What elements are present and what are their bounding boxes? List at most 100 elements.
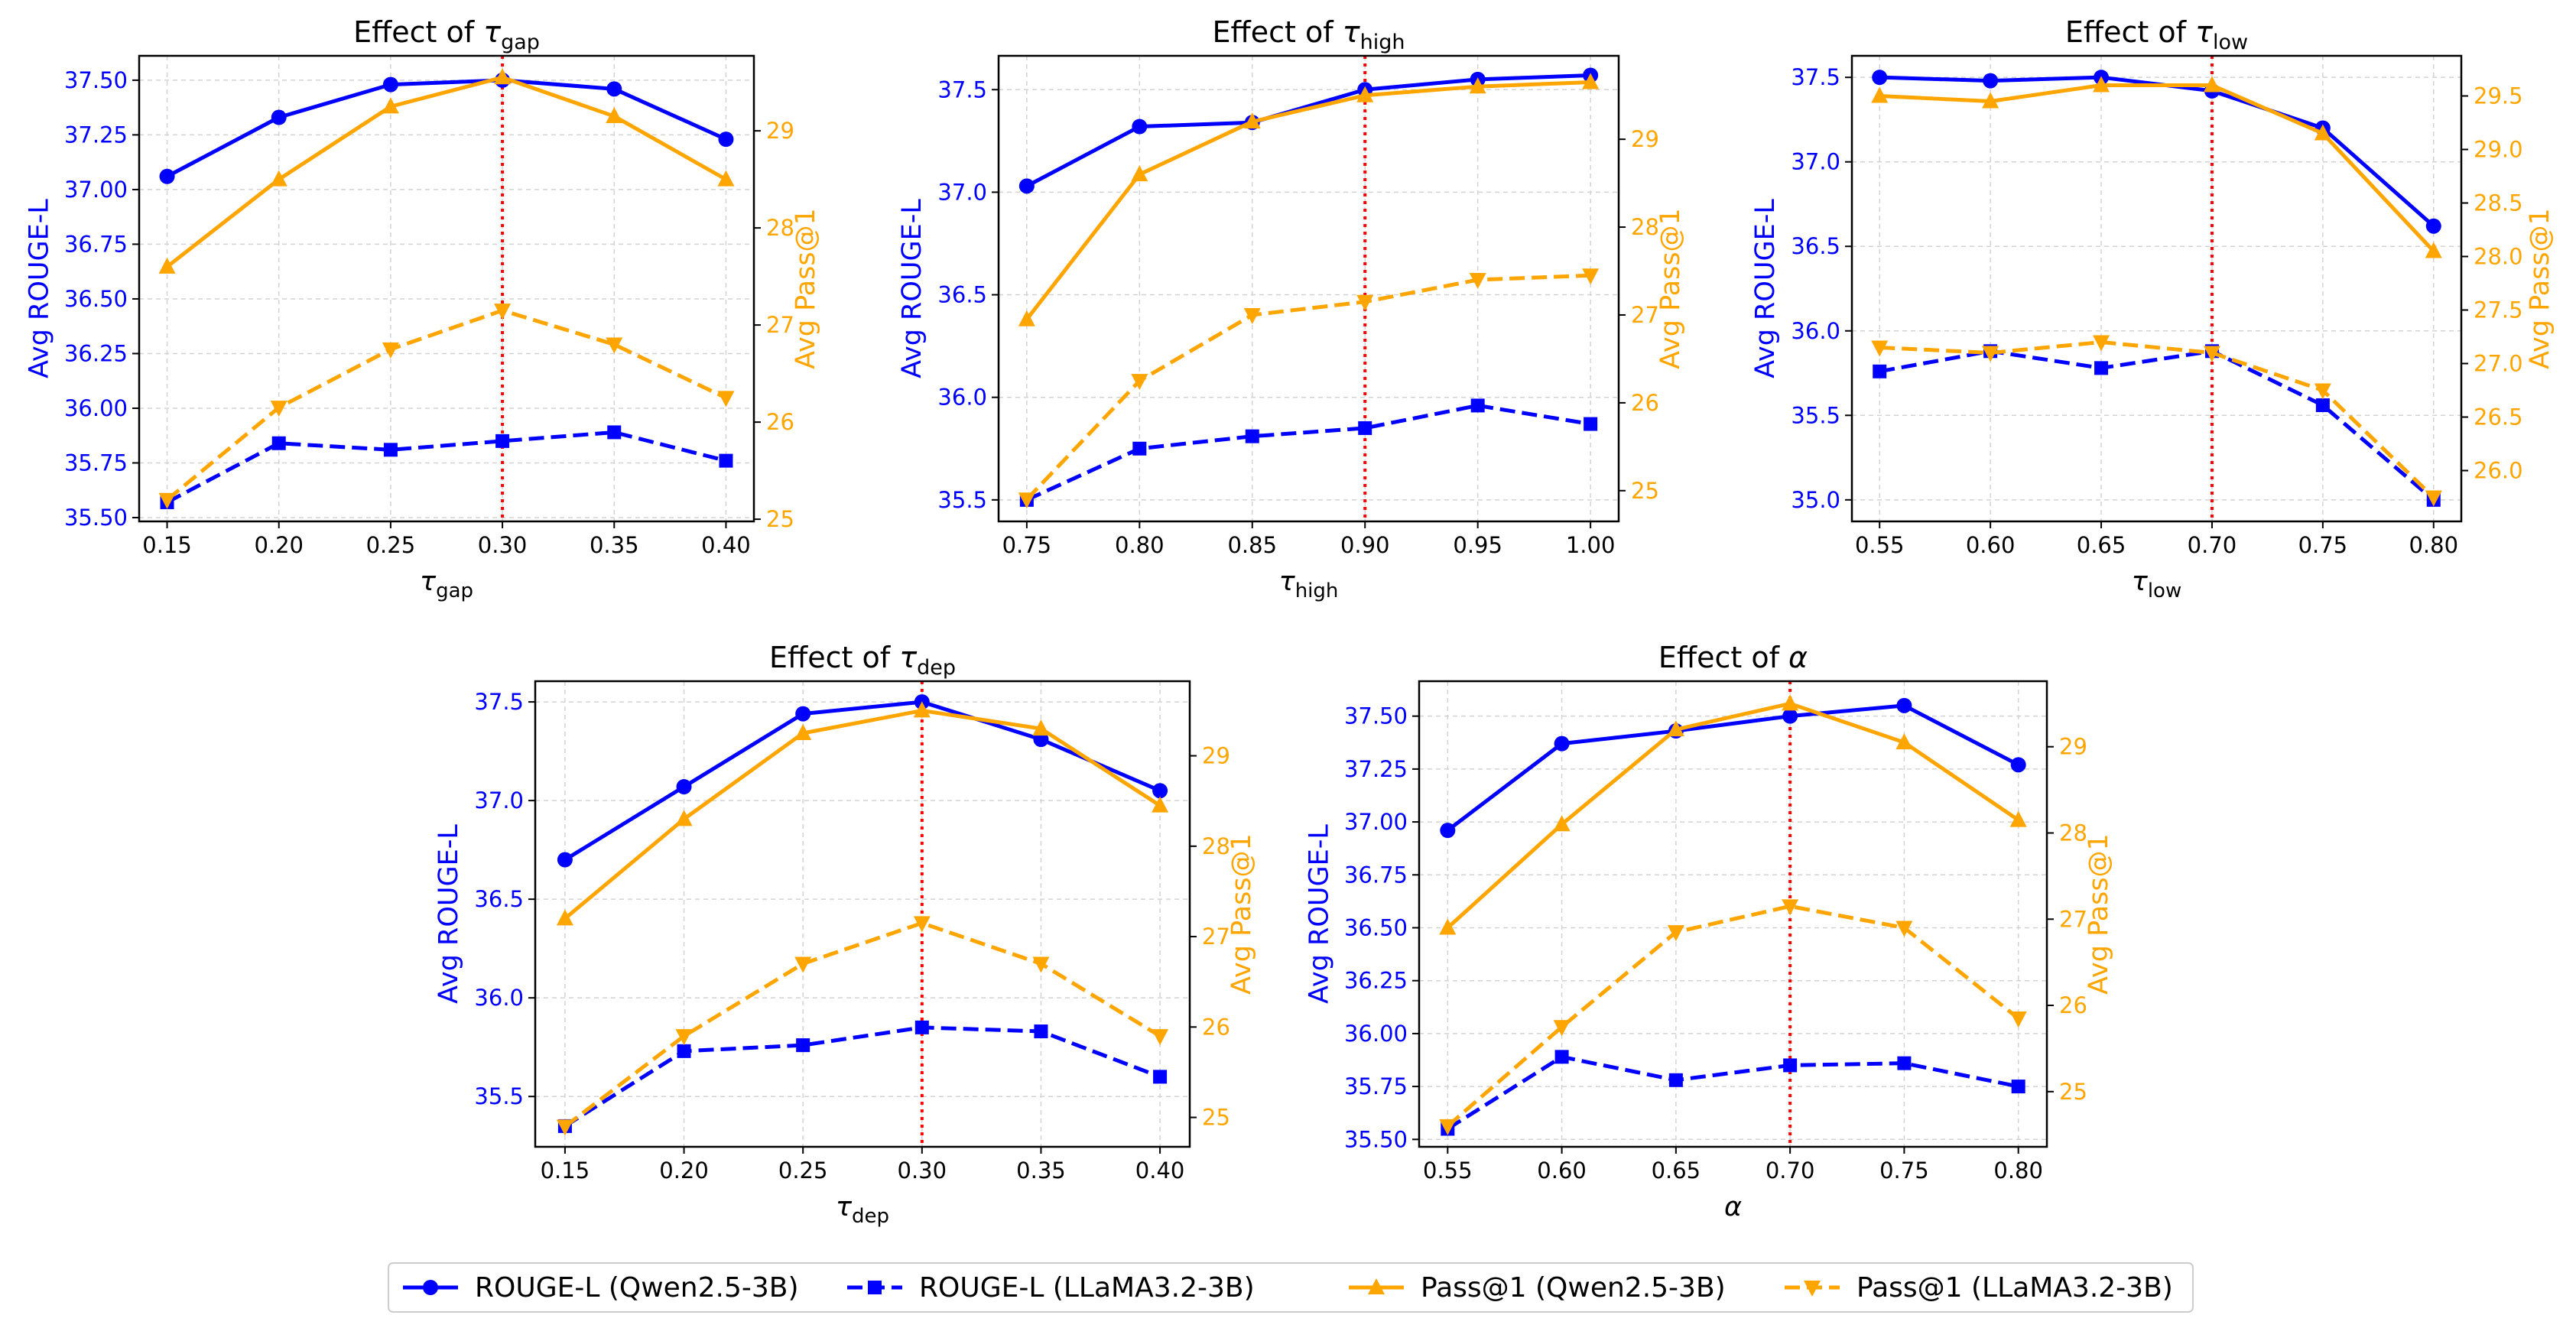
y-left-axis-label: Avg ROUGE-L bbox=[1750, 199, 1781, 378]
y-right-tick-label: 27 bbox=[766, 312, 794, 338]
pass_llama-point bbox=[1782, 899, 1799, 916]
chart-title-symbol: α bbox=[1788, 641, 1808, 674]
y-left-tick-label: 37.25 bbox=[64, 122, 128, 148]
y-right-tick-label: 25 bbox=[1202, 1105, 1230, 1131]
y-left-tick-label: 36.0 bbox=[937, 385, 987, 411]
legend-entry: Pass@1 (Qwen2.5-3B) bbox=[1349, 1272, 1726, 1304]
y-right-tick-label: 25 bbox=[2059, 1079, 2087, 1105]
rouge_qwen-point bbox=[1132, 119, 1148, 135]
pass_llama-point bbox=[158, 492, 176, 509]
y-left-tick-label: 36.5 bbox=[474, 886, 524, 912]
rouge_qwen-point bbox=[718, 132, 734, 148]
pass_qwen-point bbox=[1439, 918, 1457, 935]
pass_qwen-point bbox=[2314, 124, 2331, 141]
x-tick-label: 0.20 bbox=[254, 532, 304, 558]
chart-title-symbol: τ bbox=[483, 15, 502, 49]
x-tick-label: 1.00 bbox=[1566, 532, 1616, 558]
y-left-tick-label: 37.5 bbox=[474, 689, 524, 715]
y-left-tick-label: 36.50 bbox=[1344, 914, 1408, 940]
x-tick-label: 0.70 bbox=[1766, 1158, 1815, 1184]
x-tick-label: 0.30 bbox=[478, 532, 528, 558]
x-axis-label-subscript: low bbox=[2148, 580, 2181, 602]
rouge_llama-point bbox=[1470, 398, 1485, 413]
legend-entry: ROUGE-L (Qwen2.5-3B) bbox=[403, 1272, 799, 1304]
pass_llama-line bbox=[1446, 904, 2020, 1128]
y-left-tick-label: 36.0 bbox=[474, 985, 524, 1011]
rouge_llama-line bbox=[564, 1025, 1161, 1128]
pass_qwen-point bbox=[382, 97, 399, 114]
pass_llama-line bbox=[1025, 273, 1591, 501]
y-left-tick-label: 36.5 bbox=[1791, 233, 1840, 259]
chart-title: Effect of α bbox=[1658, 641, 1808, 674]
rouge_llama-line bbox=[1025, 403, 1591, 502]
rouge_llama-point bbox=[2011, 1080, 2025, 1094]
figure-legend: ROUGE-L (Qwen2.5-3B) ROUGE-L (LLaMA3.2-3B… bbox=[388, 1262, 2194, 1313]
legend-marker bbox=[423, 1280, 438, 1295]
pass_qwen-point bbox=[1553, 815, 1571, 832]
chart-title-prefix: Effect of bbox=[353, 15, 483, 49]
x-axis-label-subscript: high bbox=[1295, 580, 1339, 602]
y-left-tick-label: 35.5 bbox=[474, 1083, 524, 1109]
pass_qwen-point bbox=[2093, 76, 2110, 93]
pass_qwen-point bbox=[1356, 86, 1374, 102]
pass_llama-point bbox=[1131, 374, 1148, 391]
x-axis-label-subscript: dep bbox=[852, 1205, 889, 1228]
y-right-tick-label: 29 bbox=[1202, 743, 1230, 769]
y-right-tick-label: 29 bbox=[766, 118, 794, 144]
rouge_qwen-point bbox=[1033, 732, 1049, 748]
rouge_qwen-point bbox=[795, 706, 811, 722]
chart-title-prefix: Effect of bbox=[2065, 15, 2195, 49]
pass_qwen-point bbox=[1582, 73, 1600, 89]
x-tick-label: 0.95 bbox=[1453, 532, 1502, 558]
pass_qwen-point bbox=[1469, 77, 1486, 94]
y-right-axis-label: Avg Pass@1 bbox=[2525, 208, 2555, 369]
rouge_qwen-line bbox=[564, 700, 1161, 862]
pass_llama-point bbox=[2314, 383, 2331, 400]
y-left-tick-label: 35.50 bbox=[64, 505, 128, 531]
chart-title-symbol: τ bbox=[899, 641, 918, 674]
y-right-tick-label: 29 bbox=[2059, 734, 2087, 760]
pass_qwen-line bbox=[1446, 701, 2020, 930]
pass_llama-point bbox=[913, 916, 931, 933]
y-right-tick-label: 25 bbox=[1631, 478, 1659, 504]
pass_qwen-point bbox=[158, 257, 176, 274]
pass_qwen-point bbox=[1131, 165, 1148, 182]
pass_llama-point bbox=[675, 1029, 693, 1046]
y-right-tick-label: 28 bbox=[1202, 833, 1230, 859]
y-right-tick-label: 26 bbox=[766, 409, 794, 435]
plot-frame bbox=[138, 54, 755, 523]
pass_llama-point bbox=[2093, 335, 2110, 352]
y-left-tick-label: 36.25 bbox=[1344, 968, 1408, 994]
y-right-tick-label: 27 bbox=[1202, 924, 1230, 950]
pass_qwen-point bbox=[913, 701, 931, 718]
rouge_llama-point bbox=[1584, 417, 1598, 431]
x-tick-label: 0.20 bbox=[659, 1158, 709, 1184]
rouge_qwen-point bbox=[159, 168, 175, 184]
pass_llama-point bbox=[1439, 1119, 1457, 1135]
y-right-tick-label: 25 bbox=[766, 506, 794, 532]
pass_llama-point bbox=[1356, 294, 1374, 311]
y-right-tick-label: 28.0 bbox=[2474, 244, 2523, 270]
rouge_qwen-point bbox=[2010, 757, 2026, 773]
x-tick-label: 0.85 bbox=[1227, 532, 1277, 558]
y-left-tick-label: 35.0 bbox=[1791, 487, 1840, 513]
y-left-tick-label: 36.00 bbox=[64, 395, 128, 421]
x-axis-label: τgap bbox=[420, 567, 473, 602]
y-right-tick-label: 28 bbox=[2059, 820, 2087, 846]
rouge_llama-line bbox=[1446, 1054, 2019, 1131]
chart-title: Effect of τdep bbox=[769, 641, 956, 680]
chart-title: Effect of τgap bbox=[353, 15, 540, 54]
rouge_llama-point bbox=[2094, 361, 2109, 375]
y-right-tick-label: 27.5 bbox=[2474, 297, 2523, 323]
rouge_qwen-point bbox=[382, 76, 398, 93]
pass_qwen-point bbox=[675, 810, 693, 826]
x-axis-label: τlow bbox=[2132, 567, 2181, 602]
pass_llama-point bbox=[556, 1119, 573, 1136]
y-right-tick-label: 29.0 bbox=[2474, 137, 2523, 163]
chart-title-subscript: low bbox=[2213, 31, 2248, 54]
x-tick-label: 0.80 bbox=[2409, 532, 2458, 558]
y-left-tick-label: 37.50 bbox=[1344, 703, 1408, 729]
pass_qwen-point bbox=[1667, 720, 1684, 737]
y-right-tick-label: 27 bbox=[2059, 906, 2087, 932]
pass_qwen-point bbox=[1152, 796, 1169, 813]
